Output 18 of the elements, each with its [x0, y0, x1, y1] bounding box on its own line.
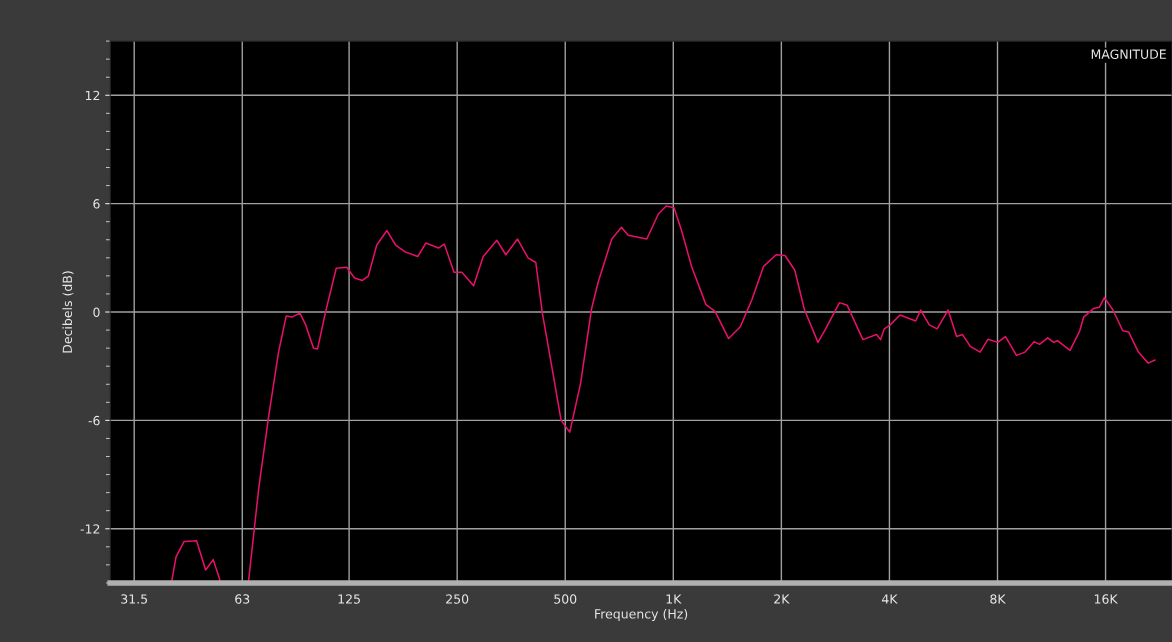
x-tick-label: 63 [235, 594, 250, 604]
y-tick-label: 12 [85, 90, 100, 101]
x-tick-label: 8K [990, 594, 1006, 604]
x-tick-label: 4K [881, 594, 898, 604]
x-tick-label: 31.5 [121, 594, 148, 604]
x-tick-label: 2K [774, 594, 790, 604]
y-tick-label: 6 [93, 199, 100, 209]
y-tick-label: -6 [88, 415, 100, 426]
y-axis-title: Decibels (dB) [62, 271, 74, 353]
x-tick-label: 250 [446, 594, 469, 604]
x-tick-label: 1K [666, 594, 682, 604]
x-axis-title: Frequency (Hz) [595, 608, 688, 622]
annotation: MAGNITUDE [1091, 49, 1166, 59]
x-tick-label: 500 [554, 594, 577, 604]
x-tick-label: 16K [1094, 594, 1118, 604]
x-tick-label: 125 [338, 594, 360, 604]
y-tick-label: 0 [93, 307, 100, 317]
y-tick-label: -12 [80, 524, 100, 534]
